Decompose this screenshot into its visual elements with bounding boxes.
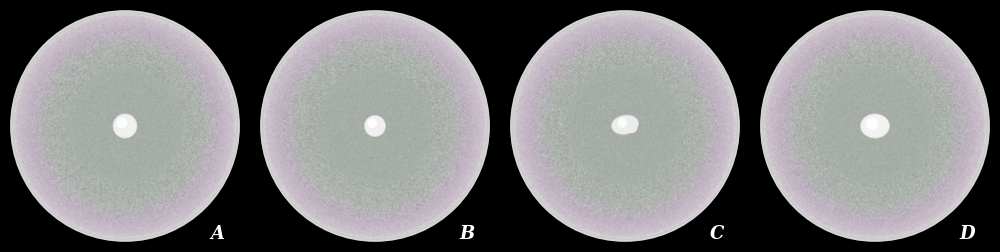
- Ellipse shape: [611, 115, 639, 135]
- Circle shape: [626, 122, 637, 133]
- Circle shape: [117, 117, 127, 129]
- Ellipse shape: [113, 114, 137, 138]
- Text: C: C: [710, 225, 725, 243]
- Circle shape: [368, 119, 377, 128]
- Circle shape: [866, 117, 878, 130]
- Circle shape: [617, 118, 627, 128]
- Text: D: D: [960, 225, 975, 243]
- Text: A: A: [210, 225, 224, 243]
- Text: B: B: [460, 225, 475, 243]
- Ellipse shape: [364, 115, 386, 137]
- Ellipse shape: [860, 114, 890, 138]
